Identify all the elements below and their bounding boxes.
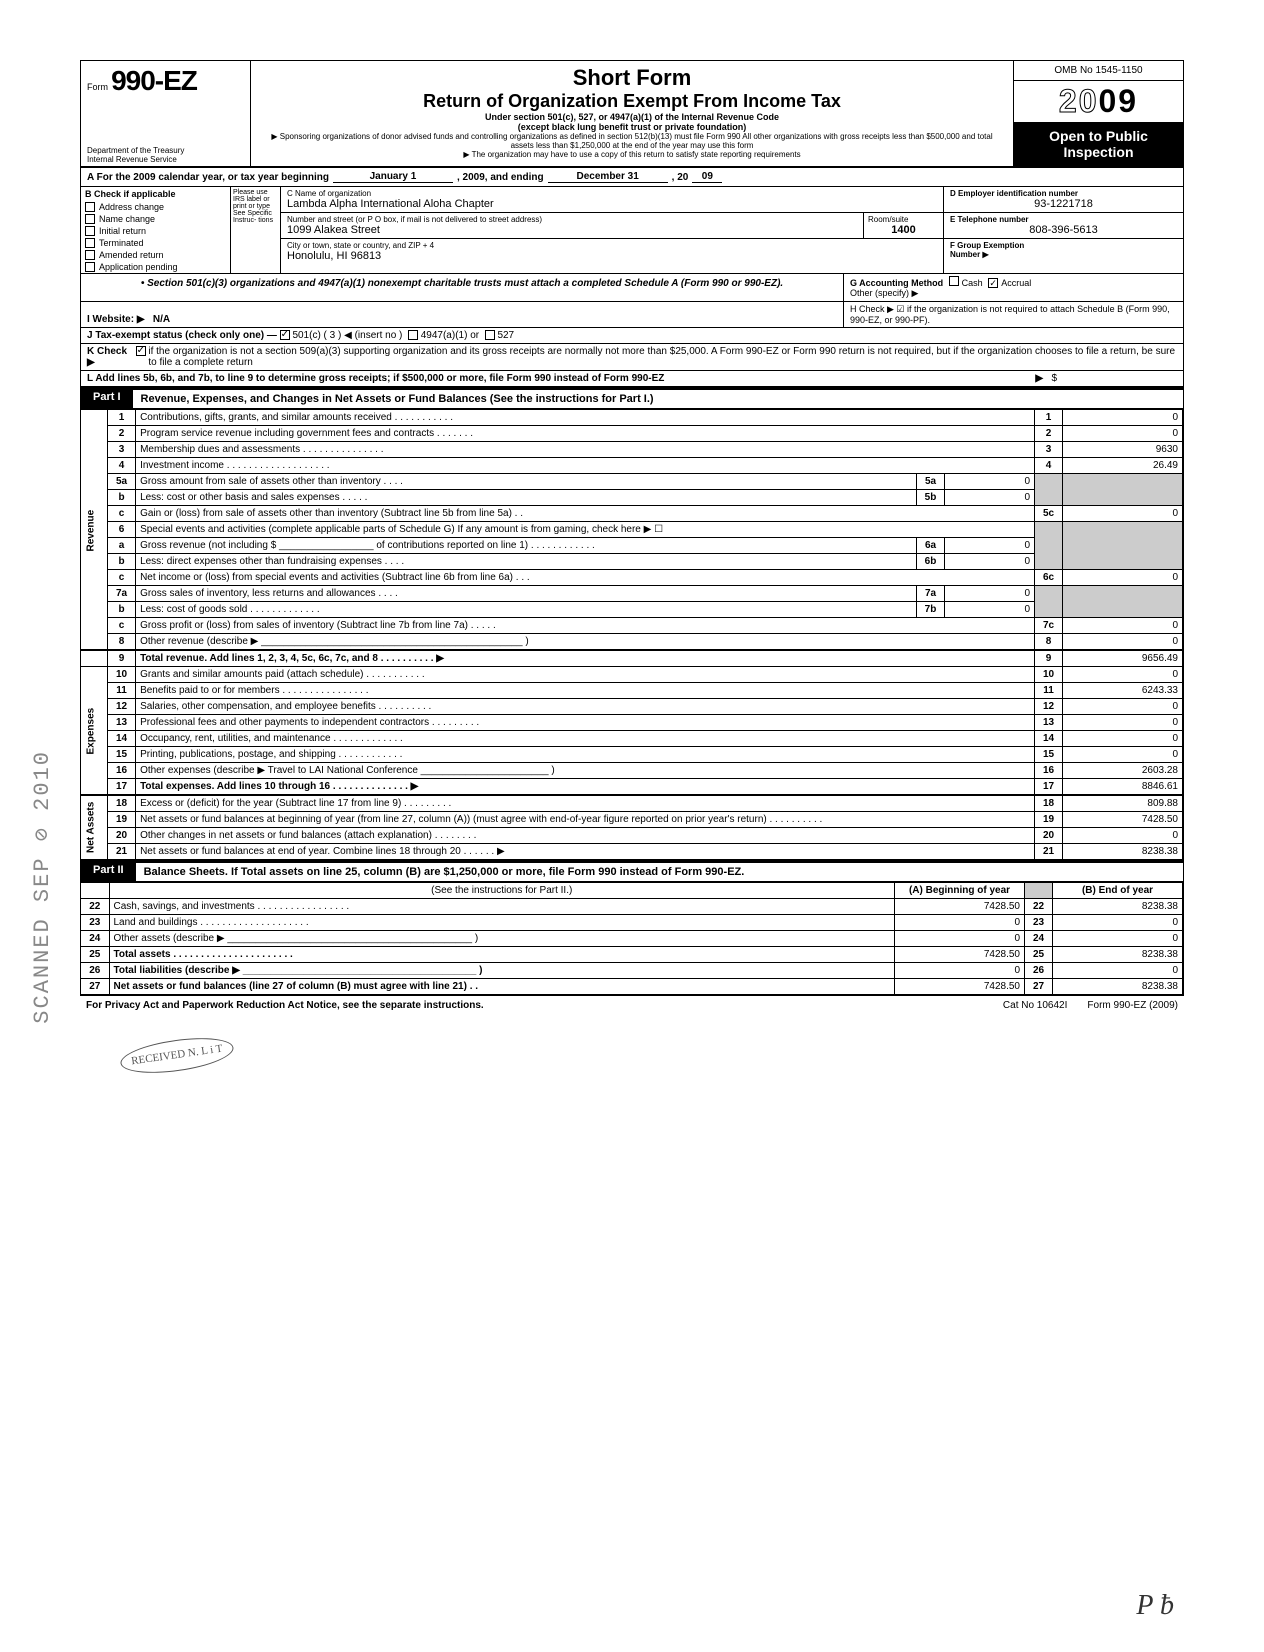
h-check: H Check ▶ ☑ if the organization is not r… [843, 302, 1183, 327]
revenue-label: Revenue [81, 410, 108, 651]
street-address: 1099 Alakea Street [287, 224, 857, 236]
form-990ez: Form 990-EZ Department of the Treasury I… [80, 60, 1184, 996]
title-return: Return of Organization Exempt From Incom… [259, 91, 1005, 112]
city-label: City or town, state or country, and ZIP … [287, 241, 937, 250]
org-name: Lambda Alpha International Aloha Chapter [287, 198, 937, 210]
signature-mark: P ƀ [1136, 1590, 1174, 1622]
ein-value: 93-1221718 [950, 198, 1177, 210]
part1-table: Revenue 1Contributions, gifts, grants, a… [81, 409, 1183, 861]
chk-name[interactable]: Name change [81, 213, 230, 225]
tax-year: 2009 [1014, 81, 1183, 122]
e-label: E Telephone number [950, 215, 1177, 224]
open-public-2: Inspection [1020, 144, 1177, 160]
note-state: ▶ The organization may have to use a cop… [259, 150, 1005, 159]
expenses-label: Expenses [81, 667, 108, 796]
b-header: B Check if applicable [81, 187, 230, 201]
form-footer: For Privacy Act and Paperwork Reduction … [80, 996, 1184, 1015]
room-value: 1400 [868, 224, 939, 236]
line-k: K Check ▶ ✓ if the organization is not a… [81, 344, 1183, 371]
part2-header: Part II Balance Sheets. If Total assets … [81, 861, 1183, 882]
open-public-1: Open to Public [1020, 128, 1177, 144]
omb-number: OMB No 1545-1150 [1014, 61, 1183, 81]
note-sponsoring: ▶ Sponsoring organizations of donor advi… [259, 132, 1005, 150]
addr-label: Number and street (or P O box, if mail i… [287, 215, 857, 224]
dept-treasury: Department of the Treasury [87, 146, 244, 155]
irs-instructions: Please use IRS label or print or type Se… [231, 187, 281, 273]
netassets-label: Net Assets [81, 795, 108, 860]
f-label: F Group Exemption [950, 241, 1177, 250]
chk-amended[interactable]: Amended return [81, 249, 230, 261]
title-short-form: Short Form [259, 65, 1005, 91]
website-value: N/A [153, 314, 170, 325]
i-label: I Website: ▶ [87, 314, 145, 325]
part2-table: (See the instructions for Part II.) (A) … [81, 882, 1183, 995]
received-stamp: RECEIVED N. L i T [118, 1032, 235, 1079]
attach-row: • Section 501(c)(3) organizations and 49… [81, 274, 1183, 302]
city-value: Honolulu, HI 96813 [287, 250, 937, 262]
form-number: 990-EZ [111, 65, 197, 96]
g-label: G Accounting Method [850, 278, 943, 288]
dept-irs: Internal Revenue Service [87, 155, 244, 164]
phone-value: 808-396-5613 [950, 224, 1177, 236]
d-label: D Employer identification number [950, 189, 1177, 198]
scanned-stamp: SCANNED SEP ⊘ 2010 [30, 750, 55, 1024]
form-label: Form [87, 82, 108, 92]
g-other: Other (specify) ▶ [850, 288, 1177, 299]
c-label: C Name of organization [287, 189, 937, 198]
chk-address[interactable]: Address change [81, 201, 230, 213]
part1-header: Part I Revenue, Expenses, and Changes in… [81, 388, 1183, 409]
f-label2: Number ▶ [950, 250, 1177, 259]
line-j: J Tax-exempt status (check only one) — ✓… [81, 328, 1183, 344]
line-l: L Add lines 5b, 6b, and 7b, to line 9 to… [81, 371, 1183, 388]
room-label: Room/suite [868, 215, 939, 224]
form-header: Form 990-EZ Department of the Treasury I… [81, 61, 1183, 168]
chk-terminated[interactable]: Terminated [81, 237, 230, 249]
chk-pending[interactable]: Application pending [81, 261, 230, 273]
subtitle-section: Under section 501(c), 527, or 4947(a)(1)… [259, 112, 1005, 122]
section-bcdef: B Check if applicable Address change Nam… [81, 187, 1183, 274]
subtitle-except: (except black lung benefit trust or priv… [259, 122, 1005, 132]
row-a-tax-year: A For the 2009 calendar year, or tax yea… [81, 168, 1183, 187]
chk-initial[interactable]: Initial return [81, 225, 230, 237]
attach-text: • Section 501(c)(3) organizations and 49… [81, 274, 843, 301]
